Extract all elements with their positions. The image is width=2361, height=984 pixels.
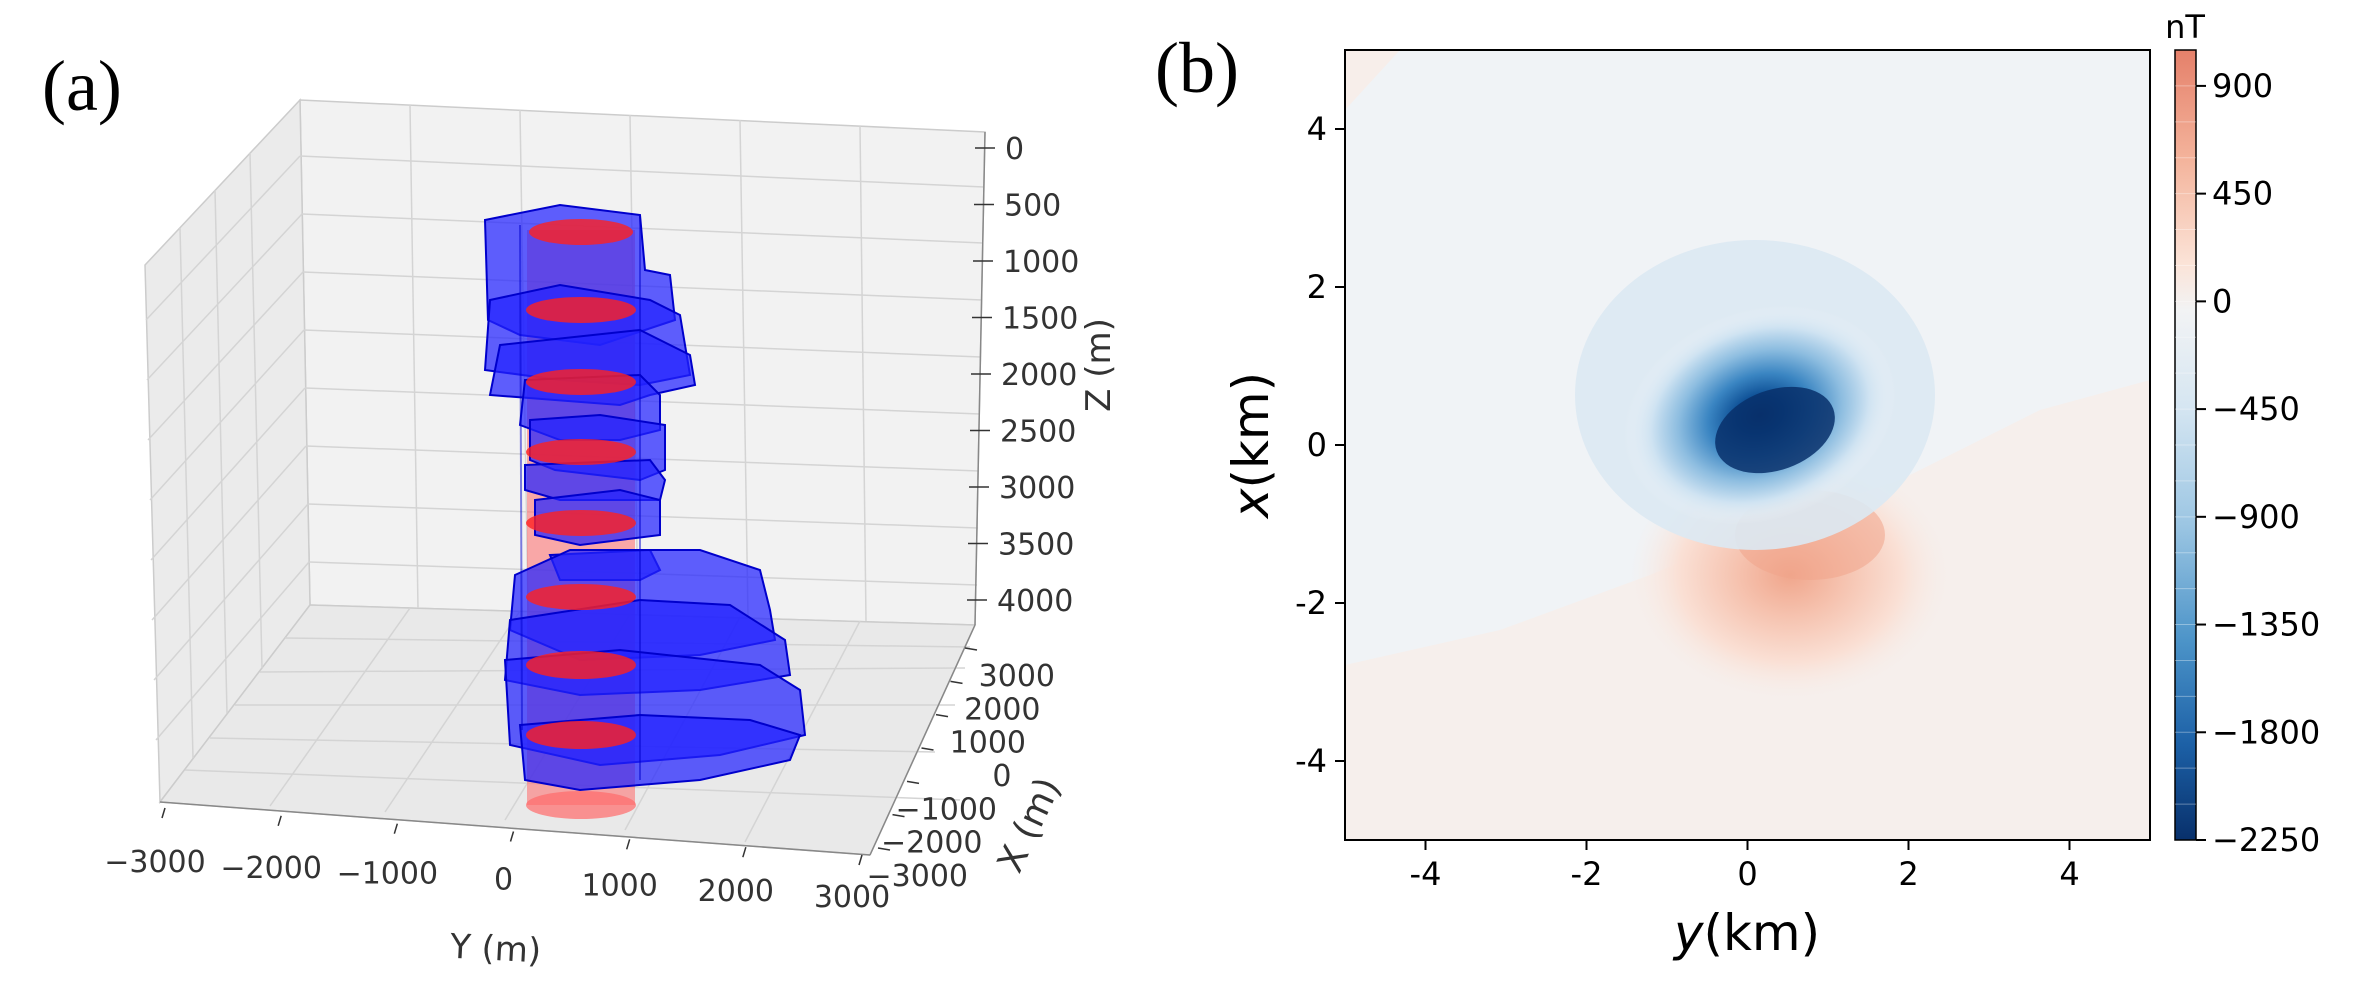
y-tick-mark — [161, 807, 166, 819]
y-tick-mark — [858, 854, 863, 866]
z-tick-label: 1500 — [1002, 302, 1078, 337]
heatmap-y-tick-label: -4 — [1295, 742, 1327, 780]
faint-warm-corner — [1345, 50, 1400, 110]
disc — [526, 297, 636, 323]
z-tick-label: 3500 — [998, 528, 1074, 563]
y-axis-label: Y (m) — [448, 927, 542, 972]
z-tick-label: 500 — [1004, 189, 1061, 224]
colorbar-bands — [2175, 85, 2196, 805]
y-label-italic: x — [1222, 488, 1280, 520]
y-tick-mark — [742, 846, 747, 858]
panel-b: (b) -4 -2 0 2 4 420-2-4 y(km) x(km) nT 90045… — [1155, 8, 2320, 962]
z-tick-label: 2500 — [1000, 415, 1076, 450]
z-tick-label: 1000 — [1003, 245, 1079, 280]
x-tick-mark — [877, 847, 891, 851]
negative-lobe-core — [1715, 386, 1835, 474]
y-tick-mark — [393, 823, 399, 834]
heatmap-y-tick-label: 0 — [1307, 426, 1327, 464]
y-axis: −3000 −2000 −1000 0 1000 2000 3000 Y (m) — [104, 801, 890, 972]
z-tick-label: 4000 — [997, 584, 1073, 619]
colorbar-tick-label: 0 — [2212, 282, 2232, 320]
y-tick-label: −3000 — [104, 845, 205, 880]
cylinder-bottom — [526, 791, 636, 819]
x-tick-mark — [964, 647, 978, 651]
y-label-rest: (km) — [1222, 372, 1280, 489]
y-tick-label: 3000 — [814, 880, 890, 915]
x-tick-mark — [892, 813, 905, 818]
x-tick-mark — [921, 747, 934, 751]
heatmap-y-tick-label: -2 — [1295, 584, 1327, 622]
x-tick-label: −2000 — [881, 826, 982, 861]
x-tick-label: −1000 — [896, 792, 997, 827]
disc — [526, 439, 636, 465]
disc — [529, 219, 633, 245]
y-tick-labels: −3000 −2000 −1000 0 1000 2000 3000 — [104, 807, 890, 915]
heatmap-x-tick-label: -2 — [1571, 855, 1603, 893]
z-axis: 0 500 1000 1500 2000 2500 3000 3500 4000 Z (m) — [967, 131, 1119, 626]
y-tick-mark — [277, 815, 282, 827]
x-tick-label: −3000 — [867, 859, 968, 894]
disc — [526, 584, 636, 610]
cylinder-discs — [526, 219, 636, 749]
x-tick-label: 1000 — [950, 726, 1026, 761]
heatmap-x-tick-label: 2 — [1898, 855, 1918, 893]
colorbar: nT 900 450 0 −450 −900 −1350 −1800 −2250 — [2165, 8, 2320, 859]
x-label-rest: (km) — [1703, 904, 1820, 962]
heatmap-x-tick-label: 4 — [2059, 855, 2079, 893]
heatmap-x-tick-label: -4 — [1410, 855, 1442, 893]
x-tick-mark — [950, 680, 963, 685]
heatmap-plot — [1345, 50, 2150, 840]
heatmap-x-axis-label: y(km) — [1672, 904, 1820, 962]
x-tick-label: 0 — [992, 759, 1011, 794]
heatmap-y-tick-label: 4 — [1307, 110, 1327, 148]
z-tick-label: 0 — [1005, 132, 1024, 167]
x-tick-label: 3000 — [979, 659, 1055, 694]
heatmap-x-ticks: -4 -2 0 2 4 — [1410, 840, 2080, 893]
colorbar-tick-label: 450 — [2212, 175, 2273, 213]
y-tick-mark — [625, 839, 631, 850]
disc — [526, 510, 636, 536]
disc — [526, 369, 636, 395]
x-label-italic: y — [1672, 904, 1705, 962]
colorbar-gradient — [2174, 49, 2197, 841]
colorbar-tick-label: −450 — [2212, 390, 2300, 428]
heatmap-x-tick-label: 0 — [1737, 855, 1757, 893]
x-tick-mark — [935, 713, 949, 718]
colorbar-tick-label: 900 — [2212, 67, 2273, 105]
colorbar-ticks: 900 450 0 −450 −900 −1350 −1800 −2250 — [2196, 67, 2320, 859]
panel-a: (a) — [42, 46, 1119, 971]
colorbar-tick-label: −1800 — [2212, 713, 2320, 751]
z-tick-labels: 0 500 1000 1500 2000 2500 3000 3500 4000 — [967, 132, 1079, 619]
y-tick-mark — [509, 831, 515, 842]
z-tick-label: 3000 — [999, 471, 1075, 506]
colorbar-tick-label: −2250 — [2212, 821, 2320, 859]
z-axis-label: Z (m) — [1079, 318, 1119, 412]
z-tick-label: 2000 — [1001, 358, 1077, 393]
disc — [526, 721, 636, 749]
panel-b-label: (b) — [1155, 28, 1239, 108]
heatmap-y-tick-label: 2 — [1307, 268, 1327, 306]
y-tick-label: 0 — [494, 863, 513, 898]
heatmap-y-axis-label: x(km) — [1222, 372, 1280, 520]
panel-a-label: (a) — [42, 46, 122, 126]
y-tick-label: −1000 — [337, 857, 438, 892]
colorbar-unit: nT — [2165, 8, 2205, 46]
colorbar-tick-label: −1350 — [2212, 606, 2320, 644]
y-tick-label: 1000 — [581, 868, 657, 903]
disc — [526, 651, 636, 679]
x-tick-label: 2000 — [964, 692, 1040, 727]
colorbar-tick-label: −900 — [2212, 498, 2300, 536]
y-tick-label: −2000 — [220, 851, 321, 886]
heatmap-y-ticks: 4 2 0 -2 -4 — [1295, 110, 1345, 780]
y-tick-label: 2000 — [698, 874, 774, 909]
x-tick-mark — [906, 780, 920, 785]
